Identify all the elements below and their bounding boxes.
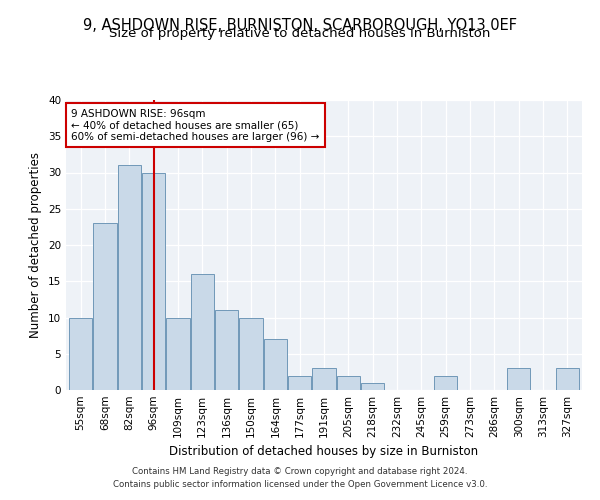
X-axis label: Distribution of detached houses by size in Burniston: Distribution of detached houses by size … (169, 446, 479, 458)
Text: 9 ASHDOWN RISE: 96sqm
← 40% of detached houses are smaller (65)
60% of semi-deta: 9 ASHDOWN RISE: 96sqm ← 40% of detached … (71, 108, 320, 142)
Bar (264, 339, 287, 390)
Bar (313, 368, 335, 390)
Bar (361, 383, 384, 390)
Text: Contains public sector information licensed under the Open Government Licence v3: Contains public sector information licen… (113, 480, 487, 489)
Bar (556, 368, 579, 390)
Bar (191, 274, 214, 390)
Bar (288, 376, 311, 390)
Bar (166, 318, 190, 390)
Text: 9, ASHDOWN RISE, BURNISTON, SCARBOROUGH, YO13 0EF: 9, ASHDOWN RISE, BURNISTON, SCARBOROUGH,… (83, 18, 517, 32)
Bar (215, 310, 238, 390)
Bar (142, 172, 165, 390)
Bar (507, 368, 530, 390)
Bar (69, 318, 92, 390)
Text: Size of property relative to detached houses in Burniston: Size of property relative to detached ho… (109, 28, 491, 40)
Y-axis label: Number of detached properties: Number of detached properties (29, 152, 43, 338)
Bar (434, 376, 457, 390)
Text: Contains HM Land Registry data © Crown copyright and database right 2024.: Contains HM Land Registry data © Crown c… (132, 467, 468, 476)
Bar (337, 376, 360, 390)
Bar (118, 165, 141, 390)
Bar (239, 318, 263, 390)
Bar (94, 223, 116, 390)
